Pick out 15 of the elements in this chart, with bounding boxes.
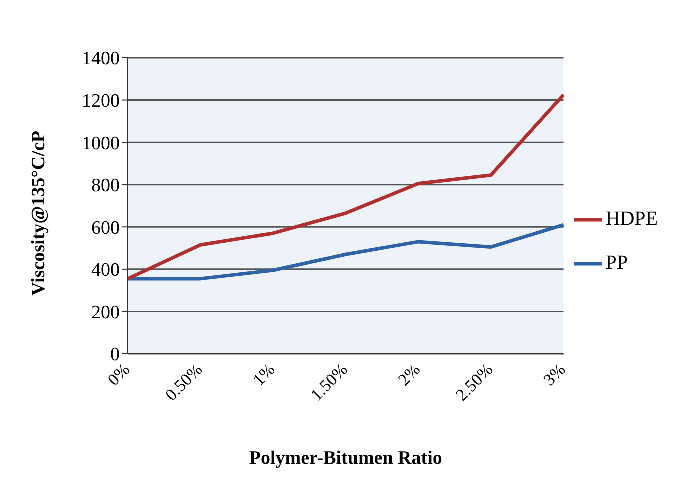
y-tick-label: 1000 bbox=[82, 133, 120, 154]
y-tick-label: 600 bbox=[92, 218, 120, 239]
y-tick-label: 800 bbox=[92, 176, 120, 197]
legend-label: HDPE bbox=[606, 208, 658, 230]
y-axis-title: Viscosity@135°C/cP bbox=[28, 130, 50, 296]
x-tick-label: 3% bbox=[540, 360, 570, 390]
x-axis-title: Polymer-Bitumen Ratio bbox=[249, 448, 442, 469]
line-series bbox=[126, 93, 566, 281]
y-tick-label: 1400 bbox=[82, 48, 120, 70]
y-tick-label: 400 bbox=[92, 260, 120, 282]
x-tick-label: 1% bbox=[249, 360, 279, 390]
y-tick-label: 1200 bbox=[82, 91, 120, 112]
y-tick-label: 200 bbox=[92, 302, 120, 324]
x-tick-label: 2% bbox=[394, 360, 424, 390]
legend-label: PP bbox=[606, 252, 628, 274]
